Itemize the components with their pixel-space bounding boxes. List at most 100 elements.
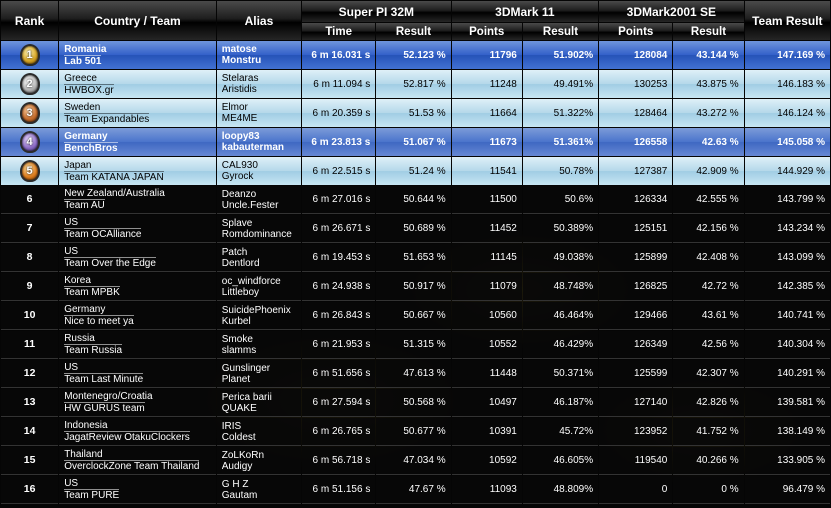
team-name: Team KATANA JAPAN	[64, 170, 164, 183]
rank-cell: 2	[1, 70, 59, 98]
country-team-cell: Germany Nice to meet ya	[59, 302, 216, 330]
3dmark2001-points: 126825	[599, 273, 673, 301]
alias-1: Deanzo	[221, 188, 257, 200]
superpi-result: 52.817 %	[376, 70, 451, 98]
superpi-time: 6 m 24.938 s	[302, 273, 376, 301]
team-name: Team Over the Edge	[64, 257, 156, 269]
team-result: 143.799 %	[744, 186, 830, 214]
alias-2: Kurbel	[221, 315, 251, 327]
alias-1: ZoLKoRn	[221, 449, 265, 461]
alias-1: SuicidePhoenix	[221, 304, 291, 316]
country-team-cell: Japan Team KATANA JAPAN	[59, 157, 216, 185]
alias-2: slamms	[221, 344, 257, 356]
alias-1: G H Z	[221, 478, 249, 490]
3dmark2001-points: 126334	[599, 186, 673, 214]
country-team-cell: Korea Team MPBK	[59, 273, 216, 301]
alias-1: Perica barii	[221, 391, 272, 403]
3dmark2001-result: 42.63 %	[673, 128, 744, 156]
3dmark2001-result: 43.61 %	[673, 302, 744, 330]
3dmark2001-points: 126558	[599, 128, 673, 156]
superpi-result: 50.677 %	[376, 418, 451, 446]
rank-cell: 6	[1, 186, 59, 214]
3dmark2001-result: 43.875 %	[673, 70, 744, 98]
superpi-result: 47.613 %	[376, 360, 451, 388]
superpi-time: 6 m 16.031 s	[302, 41, 376, 69]
3dmark11-points: 11448	[451, 360, 522, 388]
3dmark11-points: 10592	[451, 447, 522, 475]
team-name: BenchBros	[64, 141, 118, 154]
rank-medal-icon: 3	[19, 102, 40, 124]
alias-1: Stelaras	[221, 73, 259, 84]
table-row: 16 US Team PURE G H Z Gautam 6 m 51.156 s 47.6…	[1, 476, 830, 504]
3dmark11-result: 50.6%	[522, 186, 599, 214]
alias-2: Gyrock	[221, 171, 254, 182]
alias-cell: Perica barii QUAKE	[216, 389, 302, 417]
team-result: 133.905 %	[744, 447, 830, 475]
superpi-result: 51.53 %	[376, 99, 451, 127]
team-name: Team Expandables	[64, 112, 150, 125]
country-team-cell: US Team OCAlliance	[59, 215, 216, 243]
table-row: 9 Korea Team MPBK oc_windforce Littleboy 6 m …	[1, 273, 830, 301]
country-name: Germany	[64, 130, 108, 142]
country-name: US	[64, 217, 79, 228]
3dmark11-result: 46.605%	[522, 447, 599, 475]
alias-cell: matose Monstru	[216, 41, 302, 69]
alias-1: Elmor	[221, 102, 248, 113]
rank-cell: 15	[1, 447, 59, 475]
country-team-cell: Thailand OverclockZone Team Thailand	[59, 447, 216, 475]
alias-2: kabauterman	[221, 142, 285, 153]
country-team-cell: US Team Last Minute	[59, 360, 216, 388]
team-result: 145.058 %	[744, 128, 830, 156]
header-country-team: Country / Team	[59, 1, 216, 40]
superpi-time: 6 m 22.515 s	[302, 157, 376, 185]
3dmark2001-points: 128084	[599, 41, 673, 69]
superpi-time: 6 m 23.813 s	[302, 128, 376, 156]
rank-number: 2	[26, 78, 33, 90]
superpi-time: 6 m 26.843 s	[302, 302, 376, 330]
team-result: 147.169 %	[744, 41, 830, 69]
3dmark2001-result: 42.307 %	[673, 360, 744, 388]
3dmark2001-points: 129466	[599, 302, 673, 330]
superpi-result: 51.315 %	[376, 331, 451, 359]
3dmark11-points: 11093	[451, 476, 522, 504]
rank-number: 4	[26, 136, 33, 148]
team-result: 142.385 %	[744, 273, 830, 301]
3dmark2001-points: 119540	[599, 447, 673, 475]
table-row: 10 Germany Nice to meet ya SuicidePhoenix Ku…	[1, 302, 830, 330]
team-result: 96.479 %	[744, 476, 830, 504]
header-3dmark2001-result: Result	[673, 23, 744, 40]
3dmark2001-result: 42.408 %	[673, 244, 744, 272]
rank-cell: 3	[1, 99, 59, 127]
country-team-cell: New Zealand/Australia Team AU	[59, 186, 216, 214]
alias-cell: Gunslinger Planet	[216, 360, 302, 388]
rank-cell: 16	[1, 476, 59, 504]
superpi-result: 51.653 %	[376, 244, 451, 272]
3dmark11-result: 50.78%	[522, 157, 599, 185]
3dmark2001-points: 125151	[599, 215, 673, 243]
rank-number: 1	[26, 49, 33, 61]
country-name: Germany	[64, 304, 106, 315]
3dmark2001-result: 42.156 %	[673, 215, 744, 243]
alias-2: Coldest	[221, 431, 256, 443]
3dmark11-points: 11079	[451, 273, 522, 301]
team-result: 140.304 %	[744, 331, 830, 359]
team-name: Nice to meet ya	[64, 315, 134, 327]
3dmark2001-points: 127140	[599, 389, 673, 417]
rank-cell: 4	[1, 128, 59, 156]
table-row: 13 Montenegro/Croatia HW GURUS team Perica …	[1, 389, 830, 417]
alias-cell: Splave Romdominance	[216, 215, 302, 243]
rank-cell: 8	[1, 244, 59, 272]
alias-cell: Deanzo Uncle.Fester	[216, 186, 302, 214]
3dmark11-points: 10391	[451, 418, 522, 446]
team-result: 143.099 %	[744, 244, 830, 272]
country-name: US	[64, 478, 79, 489]
superpi-time: 6 m 51.656 s	[302, 360, 376, 388]
3dmark2001-points: 125899	[599, 244, 673, 272]
alias-2: Planet	[221, 373, 251, 385]
country-name: Korea	[64, 275, 91, 286]
alias-1: Gunslinger	[221, 362, 271, 374]
team-name: Team PURE	[64, 489, 120, 501]
superpi-time: 6 m 27.594 s	[302, 389, 376, 417]
alias-2: Littleboy	[221, 286, 260, 298]
